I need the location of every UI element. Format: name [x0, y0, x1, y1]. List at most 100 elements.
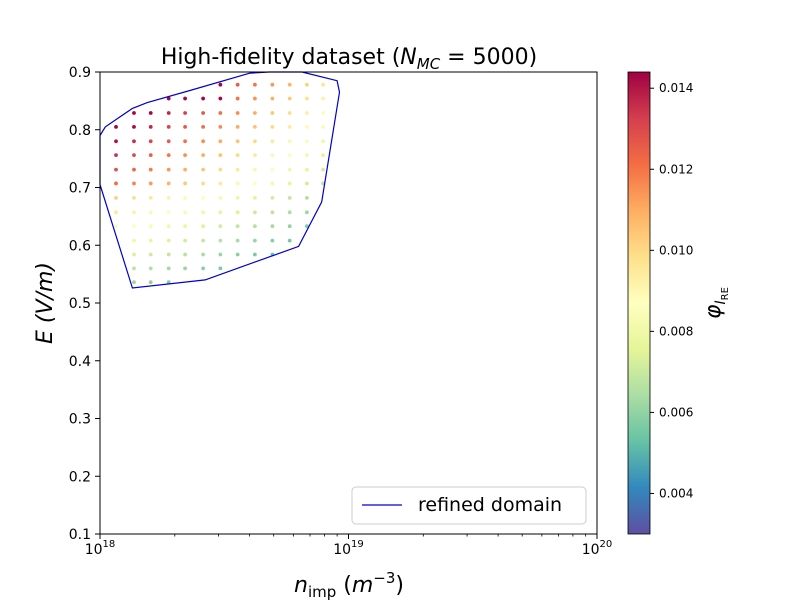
x-tick-label: 1020	[582, 539, 613, 558]
scatter-point	[218, 238, 223, 243]
scatter-point	[148, 266, 153, 271]
scatter-point	[287, 224, 292, 229]
scatter-point	[270, 96, 275, 101]
scatter-point	[218, 111, 223, 115]
scatter-point	[287, 210, 292, 215]
scatter-point	[201, 210, 206, 215]
scatter-point	[166, 210, 171, 215]
scatter-point	[304, 224, 309, 229]
scatter-point	[201, 252, 206, 257]
scatter-point	[252, 111, 257, 115]
scatter-point	[287, 195, 292, 200]
scatter-point	[304, 96, 309, 101]
scatter-point	[132, 111, 136, 115]
scatter-point	[166, 139, 171, 144]
scatter-point	[304, 210, 309, 215]
y-tick-label: 0.7	[69, 181, 91, 197]
y-tick-label: 0.2	[69, 469, 91, 485]
y-tick-label: 0.8	[69, 123, 91, 139]
scatter-point	[201, 153, 206, 158]
scatter-point	[235, 181, 240, 186]
scatter-point	[270, 82, 275, 87]
scatter-point	[235, 111, 240, 115]
scatter-point	[166, 96, 171, 101]
colorbar-tick-label: 0.004	[659, 486, 693, 500]
scatter-point	[114, 167, 118, 172]
legend: refined domain	[351, 486, 587, 525]
scatter-point	[235, 210, 240, 215]
scatter-point	[321, 111, 325, 115]
scatter-point	[235, 124, 240, 129]
scatter-point	[218, 210, 223, 215]
scatter-point	[304, 167, 309, 172]
colorbar	[627, 71, 651, 535]
scatter-point	[132, 153, 136, 158]
colorbar-ticks: 0.004 0.006 0.008 0.010 0.012 0.014	[650, 81, 693, 500]
scatter-point	[166, 167, 171, 172]
scatter-point	[201, 238, 206, 243]
legend-box	[351, 486, 587, 525]
y-tick-label: 0.5	[69, 296, 91, 312]
chart-title: High-fidelity dataset (NMC = 5000)	[161, 45, 537, 73]
scatter-point	[252, 139, 257, 144]
scatter-point	[287, 167, 292, 172]
scatter-point	[252, 96, 257, 101]
y-tick-label: 0.9	[69, 65, 91, 81]
colorbar-tick-label: 0.006	[659, 405, 693, 419]
scatter-point	[166, 124, 171, 129]
colorbar-tick-label: 0.014	[659, 81, 693, 95]
y-axis: 0.1 0.2 0.3 0.4 0.5 0.6 0.7 0.8 0.9	[69, 65, 100, 543]
scatter-point	[270, 210, 275, 215]
scatter-point	[270, 238, 275, 243]
scatter-point	[270, 111, 275, 115]
scatter-point	[114, 124, 118, 129]
scatter-point	[235, 82, 240, 87]
scatter-point	[218, 139, 223, 144]
scatter-point	[252, 252, 257, 257]
scatter-point	[114, 153, 118, 158]
scatter-point	[201, 96, 206, 101]
x-tick-label: 1019	[333, 539, 364, 558]
scatter-point	[304, 111, 309, 115]
scatter-point	[132, 224, 136, 229]
scatter-point	[235, 96, 240, 101]
scatter-point	[183, 139, 187, 144]
scatter-point	[166, 153, 171, 158]
scatter-point	[114, 224, 118, 229]
scatter-point	[183, 266, 187, 271]
x-axis-title: nimp (m−3)	[294, 569, 404, 600]
scatter-point	[183, 252, 187, 257]
scatter-point	[183, 167, 187, 172]
scatter-point	[304, 195, 309, 200]
scatter-point	[132, 210, 136, 215]
scatter-point	[218, 153, 223, 158]
scatter-point	[321, 167, 325, 172]
colorbar-tick-label: 0.008	[659, 324, 693, 338]
scatter-point	[132, 167, 136, 172]
scatter-point	[218, 195, 223, 200]
scatter-point	[218, 167, 223, 172]
scatter-point	[148, 280, 153, 285]
scatter-point	[166, 252, 171, 257]
scatter-point	[148, 167, 153, 172]
scatter-point	[287, 238, 292, 243]
scatter-point	[132, 139, 136, 144]
scatter-point	[252, 195, 257, 200]
scatter-point	[218, 124, 223, 129]
scatter-point	[148, 224, 153, 229]
scatter-points	[114, 82, 325, 285]
scatter-point	[201, 111, 206, 115]
scatter-point	[321, 153, 325, 158]
scatter-point	[321, 82, 325, 87]
y-axis-title: E (V/m)	[33, 262, 58, 344]
scatter-point	[218, 266, 223, 271]
y-tick-label: 0.6	[69, 238, 91, 254]
scatter-point	[132, 280, 136, 285]
scatter-point	[183, 96, 187, 101]
scatter-point	[218, 82, 223, 87]
scatter-point	[114, 210, 118, 215]
scatter-point	[201, 195, 206, 200]
scatter-point	[166, 238, 171, 243]
scatter-point	[148, 153, 153, 158]
scatter-point	[252, 238, 257, 243]
